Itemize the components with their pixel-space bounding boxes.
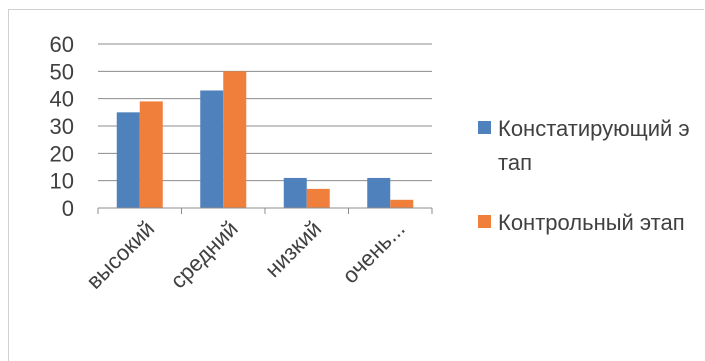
legend: Констатирующий этап Контрольный этап bbox=[478, 112, 698, 266]
bar-series-1-2 bbox=[200, 90, 224, 208]
y-tick-label: 0 bbox=[62, 196, 74, 221]
legend-label-series-2: Контрольный этап bbox=[498, 210, 685, 235]
bar-series-2-1 bbox=[139, 101, 163, 208]
y-tick-label: 20 bbox=[50, 141, 74, 166]
legend-swatch-series-2 bbox=[478, 215, 491, 228]
bar-series-1-1 bbox=[116, 112, 140, 208]
x-tick-label: очень... bbox=[337, 216, 409, 288]
y-tick-label: 40 bbox=[50, 87, 74, 112]
legend-swatch-series-1 bbox=[478, 121, 491, 134]
y-tick-label: 60 bbox=[50, 32, 74, 57]
bar-series-1-4 bbox=[367, 177, 391, 208]
x-tick-label: средний bbox=[165, 216, 242, 293]
x-tick-label: высокий bbox=[81, 216, 159, 294]
bars bbox=[116, 71, 414, 208]
bar-series-1-3 bbox=[283, 177, 307, 208]
bar-series-2-4 bbox=[390, 199, 414, 208]
legend-item-series-1: Констатирующий этап bbox=[478, 112, 698, 180]
x-tick-label: низкий bbox=[260, 216, 326, 282]
axes bbox=[97, 207, 433, 214]
legend-item-series-2: Контрольный этап bbox=[478, 206, 698, 240]
bar-series-2-2 bbox=[223, 71, 247, 208]
y-tick-label: 30 bbox=[50, 114, 74, 139]
bar-series-2-3 bbox=[306, 188, 330, 208]
y-tick-label: 10 bbox=[50, 169, 74, 194]
legend-label-series-1: Констатирующий этап bbox=[498, 116, 690, 175]
y-tick-label: 50 bbox=[50, 59, 74, 84]
